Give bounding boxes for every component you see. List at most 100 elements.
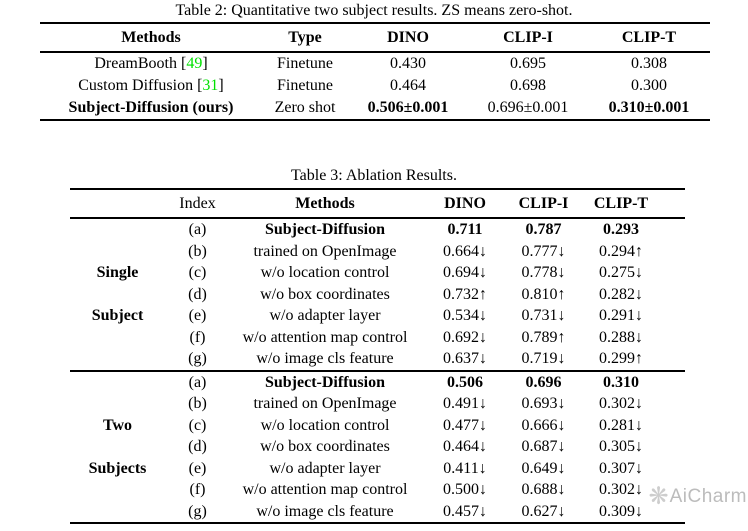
index-cell: (e): [188, 307, 207, 324]
table-row: (g) w/o image cls feature 0.637↓ 0.719↓ 0.29…: [70, 348, 685, 371]
table2-caption: Table 2: Quantitative two subject result…: [175, 2, 573, 19]
table3-group-single-subject: Single Subject (a) Subject-Diffusion 0.711 0.…: [70, 218, 685, 371]
table2-header-row: Methods Type DINO CLIP-I CLIP-T: [40, 23, 710, 52]
table-row: (c) w/o location control 0.477↓ 0.666↓ 0.281…: [70, 415, 685, 437]
value-cell: 0.534↓: [443, 307, 487, 324]
index-cell: (d): [188, 285, 207, 303]
value-cell: Zero shot: [274, 99, 336, 116]
index-cell: (e): [188, 459, 207, 477]
table2-quantitative-results: Methods Type DINO CLIP-I CLIP-T DreamBooth […: [40, 22, 710, 121]
value-cell: 0.281↓: [599, 416, 643, 434]
table3-header-row: Index Methods DINO CLIP-I CLIP-T: [70, 189, 685, 218]
value-cell: 0.500↓: [443, 481, 487, 498]
table-row: (c) w/o location control 0.694↓ 0.778↓ 0.275…: [70, 262, 685, 284]
method-cell: w/o attention map control: [242, 481, 408, 498]
value-cell: 0.302↓: [599, 395, 643, 412]
value-cell: 0.810↑: [521, 285, 566, 303]
table-row: Subject-Diffusion (ours) Zero shot 0.506±0…: [40, 97, 710, 120]
value-cell: 0.506: [447, 373, 483, 391]
value-cell: 0.477↓: [443, 416, 487, 434]
value-cell: 0.307↓: [599, 459, 643, 477]
value-cell: 0.649↓: [521, 459, 566, 477]
method-cell: w/o location control: [260, 416, 390, 434]
table-row: Single Subject (a) Subject-Diffusion 0.711 0.…: [70, 218, 685, 324]
index-cell: (a): [188, 221, 207, 238]
table-row: Custom Diffusion [31] Finetune 0.464 0.698 0…: [40, 75, 710, 97]
group-header-spacer: [70, 189, 165, 218]
index-cell: (c): [188, 416, 207, 434]
value-cell: 0.464: [390, 77, 426, 94]
citation-number: 31: [202, 77, 219, 94]
value-cell: 0.789↑: [521, 328, 566, 346]
method-cell: w/o box coordinates: [260, 285, 390, 303]
table3-caption: Table 3: Ablation Results.: [291, 167, 457, 184]
table-row: DreamBooth [49] Finetune 0.430 0.695 0.308: [40, 52, 710, 75]
value-cell: 0.698: [510, 77, 546, 94]
value-cell: 0.300: [631, 77, 667, 94]
column-header: Methods: [121, 28, 181, 46]
column-header: Type: [288, 28, 322, 46]
value-cell: 0.302↓: [599, 481, 643, 498]
value-cell: 0.299↑: [599, 350, 643, 367]
value-cell: 0.309↓: [599, 502, 643, 520]
method-cell: w/o image cls feature: [256, 502, 394, 520]
method-cell: Subject-Diffusion: [264, 221, 385, 238]
method-cell: w/o location control: [260, 264, 390, 281]
value-cell: 0.275↓: [599, 264, 643, 281]
value-cell: 0.305↓: [599, 438, 643, 455]
table-row: (g) w/o image cls feature 0.457↓ 0.627↓ 0.30…: [70, 501, 685, 524]
value-cell: Finetune: [277, 77, 333, 94]
value-cell: 0.308: [631, 55, 667, 72]
method-cell: Custom Diffusion [31]: [78, 77, 224, 94]
value-cell: 0.688↓: [521, 481, 566, 498]
method-cell: Subject-Diffusion (ours): [68, 99, 234, 116]
group-label-line: Single: [96, 264, 139, 281]
index-cell: (f): [189, 481, 206, 498]
value-cell: 0.664↓: [443, 242, 487, 260]
table-row: (d) w/o box coordinates 0.464↓ 0.687↓ 0.305↓: [70, 436, 685, 458]
method-cell: w/o attention map control: [242, 328, 408, 346]
value-cell: 0.719↓: [521, 350, 566, 367]
value-cell: 0.288↓: [599, 328, 643, 346]
index-cell: (b): [188, 242, 207, 260]
method-cell: trained on OpenImage: [253, 395, 397, 412]
column-header: CLIP-T: [593, 194, 649, 212]
table-row: (e) w/o adapter layer 0.411↓ 0.649↓ 0.307↓: [70, 458, 685, 480]
table-row: (b) trained on OpenImage 0.491↓ 0.693↓ 0.302…: [70, 393, 685, 415]
method-cell: trained on OpenImage: [253, 242, 397, 260]
value-cell: 0.777↓: [521, 242, 566, 260]
value-cell: 0.294↑: [599, 242, 643, 260]
group-label: Two Subjects: [70, 371, 165, 524]
index-cell: (f): [189, 328, 206, 346]
column-header: CLIP-I: [518, 194, 569, 212]
column-header: CLIP-I: [503, 28, 553, 46]
value-cell: 0.411↓: [443, 459, 487, 477]
value-cell: 0.310±0.001: [608, 99, 690, 116]
index-cell: (c): [188, 264, 207, 281]
value-cell: 0.457↓: [443, 502, 487, 520]
method-cell: Subject-Diffusion: [264, 373, 385, 391]
table-row: (b) trained on OpenImage 0.664↓ 0.777↓ 0.294…: [70, 241, 685, 263]
value-cell: 0.430: [390, 55, 426, 72]
value-cell: 0.732↑: [443, 285, 487, 303]
index-cell: (b): [188, 395, 207, 412]
group-label-line: Subject: [91, 307, 144, 324]
value-cell: 0.637↓: [443, 350, 487, 367]
column-header: CLIP-T: [621, 28, 677, 46]
watermark: ❋ AiCharm: [648, 485, 747, 509]
method-cell: w/o image cls feature: [256, 350, 394, 367]
value-cell: 0.687↓: [521, 438, 566, 455]
value-cell: 0.627↓: [521, 502, 566, 520]
watermark-text: AiCharm: [669, 486, 747, 507]
value-cell: 0.291↓: [599, 307, 643, 324]
method-cell: DreamBooth [49]: [94, 55, 208, 72]
value-cell: 0.696±0.001: [487, 99, 569, 116]
index-cell: (d): [188, 438, 207, 455]
group-label-line: Subjects: [88, 459, 147, 477]
value-cell: 0.693↓: [521, 395, 566, 412]
group-label-lines: Single Subject: [70, 219, 165, 370]
value-cell: 0.787: [525, 221, 562, 238]
value-cell: 0.293: [603, 221, 639, 238]
index-cell: (g): [188, 502, 207, 520]
